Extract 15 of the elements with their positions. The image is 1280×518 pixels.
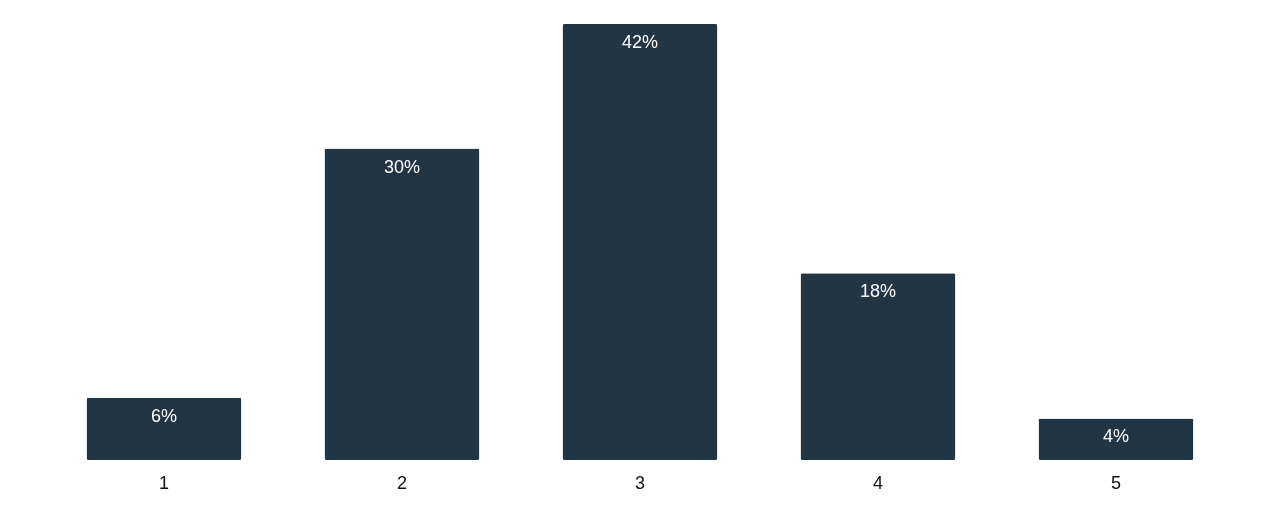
data-label: 42% (621, 32, 659, 52)
bar (800, 273, 956, 460)
x-tick-label: 4 (872, 472, 884, 493)
data-label: 6% (150, 405, 178, 426)
bar (1038, 418, 1194, 460)
x-tick-label: 3 (634, 472, 646, 493)
x-tick-label: 2 (396, 472, 408, 493)
data-label: 4% (1102, 426, 1130, 447)
bar (324, 148, 480, 460)
x-tick-label: 1 (158, 472, 170, 493)
data-label: 30% (383, 156, 421, 177)
bar (86, 397, 242, 460)
x-tick-label: 5 (1110, 472, 1122, 493)
data-label: 18% (859, 281, 897, 302)
bar (562, 24, 718, 460)
